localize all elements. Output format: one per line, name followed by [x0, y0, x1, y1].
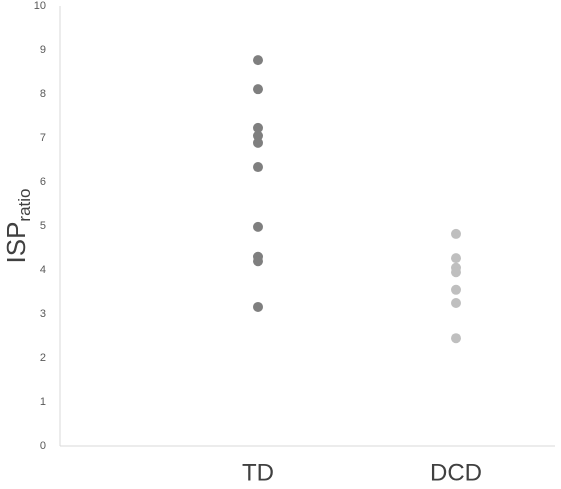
y-tick-label: 8: [40, 88, 46, 100]
dot: [451, 284, 461, 295]
y-axis-label: ISPratio: [1, 189, 35, 264]
y-tick-label: 6: [40, 176, 46, 188]
dot: [451, 333, 461, 344]
dot: [253, 221, 263, 232]
dot: [253, 122, 263, 133]
y-tick-label: 1: [40, 396, 46, 408]
dot: [253, 256, 263, 267]
y-tick-label: 10: [34, 0, 46, 12]
y-tick-label: 5: [40, 220, 46, 232]
dot: [253, 162, 263, 173]
y-tick-label: 2: [40, 352, 46, 364]
y-axis-label-main: ISP: [1, 222, 31, 264]
y-tick-label: 9: [40, 44, 46, 56]
y-tick-label: 3: [40, 308, 46, 320]
dot: [253, 137, 263, 148]
dot: [253, 55, 263, 66]
dot: [451, 228, 461, 239]
dot: [451, 267, 461, 278]
dot: [253, 130, 263, 141]
y-tick-label: 7: [40, 132, 46, 144]
y-axis-label-sub: ratio: [15, 189, 34, 222]
y-tick-label: 0: [40, 440, 46, 452]
y-tick-label: 4: [40, 264, 46, 276]
dot: [253, 301, 263, 312]
dot: [253, 84, 263, 95]
dot: [451, 298, 461, 308]
dot: [451, 253, 461, 264]
x-tick-label: DCD: [430, 459, 482, 486]
x-tick-label: TD: [242, 459, 274, 486]
